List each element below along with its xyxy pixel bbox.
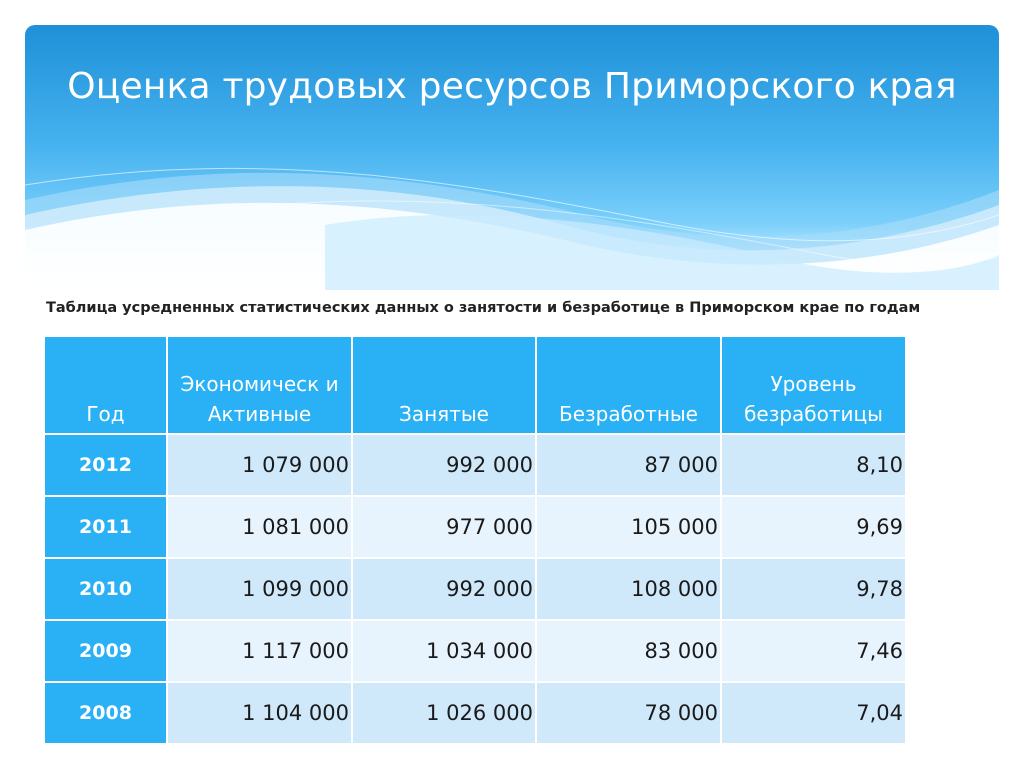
wave-decoration: [25, 167, 999, 290]
active-cell: 1 079 000: [167, 433, 353, 496]
column-header-employed: Занятые: [352, 337, 537, 434]
active-cell: 1 099 000: [167, 557, 353, 620]
employed-cell: 977 000: [352, 495, 537, 558]
rate-cell: 9,69: [721, 495, 905, 558]
table-row: 2009 1 117 000 1 034 000 83 000 7,46: [45, 619, 905, 682]
table-row: 2012 1 079 000 992 000 87 000 8,10: [45, 433, 905, 496]
column-header-rate: Уровень безработицы: [721, 337, 905, 434]
slide-header: Оценка трудовых ресурсов Приморского кра…: [25, 25, 999, 290]
active-cell: 1 117 000: [167, 619, 353, 682]
table-row: 2010 1 099 000 992 000 108 000 9,78: [45, 557, 905, 620]
year-cell: 2008: [45, 681, 168, 743]
year-cell: 2009: [45, 619, 168, 682]
employment-table: Год Экономическ и Активные Занятые Безра…: [45, 337, 905, 743]
rate-cell: 9,78: [721, 557, 905, 620]
rate-cell: 7,46: [721, 619, 905, 682]
active-cell: 1 104 000: [167, 681, 353, 743]
unemployed-cell: 108 000: [536, 557, 722, 620]
unemployed-cell: 105 000: [536, 495, 722, 558]
table-caption: Таблица усредненных статистических данны…: [46, 300, 921, 316]
employed-cell: 1 026 000: [352, 681, 537, 743]
rate-cell: 8,10: [721, 433, 905, 496]
table-row: 2011 1 081 000 977 000 105 000 9,69: [45, 495, 905, 558]
column-header-year: Год: [45, 337, 168, 434]
unemployed-cell: 78 000: [536, 681, 722, 743]
employed-cell: 992 000: [352, 557, 537, 620]
table-row: 2008 1 104 000 1 026 000 78 000 7,04: [45, 681, 905, 743]
table-header-row: Год Экономическ и Активные Занятые Безра…: [45, 337, 905, 434]
year-cell: 2010: [45, 557, 168, 620]
year-cell: 2011: [45, 495, 168, 558]
active-cell: 1 081 000: [167, 495, 353, 558]
employed-cell: 992 000: [352, 433, 537, 496]
column-header-active: Экономическ и Активные: [167, 337, 353, 434]
rate-cell: 7,04: [721, 681, 905, 743]
year-cell: 2012: [45, 433, 168, 496]
unemployed-cell: 87 000: [536, 433, 722, 496]
column-header-unemployed: Безработные: [536, 337, 722, 434]
unemployed-cell: 83 000: [536, 619, 722, 682]
slide-title: Оценка трудовых ресурсов Приморского кра…: [67, 66, 957, 107]
employed-cell: 1 034 000: [352, 619, 537, 682]
